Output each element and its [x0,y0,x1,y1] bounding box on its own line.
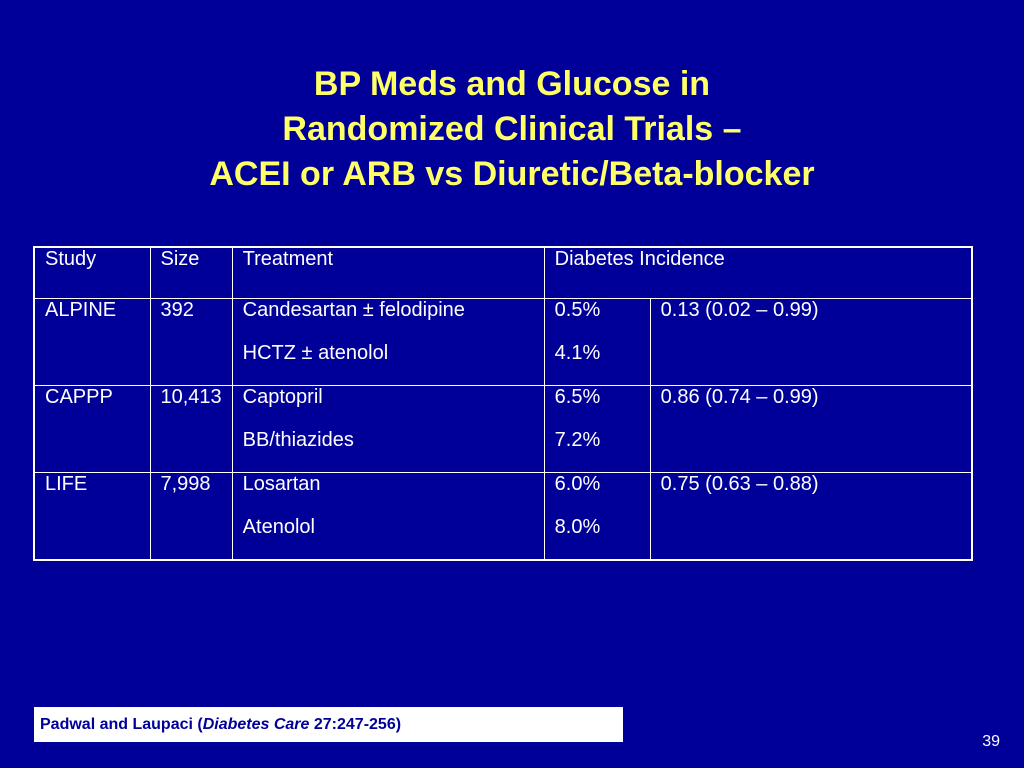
size-cell: 392 [149,297,233,386]
table-row: CAPPP 10,413 Captopril BB/thiazides 6.5%… [33,384,973,473]
treatment-line: Captopril [242,385,323,408]
citation-prefix: Padwal and Laupaci ( [40,716,203,733]
treatment-line: HCTZ ± atenolol [242,341,389,364]
citation-box: Padwal and Laupaci (Diabetes Care 27:247… [34,707,623,742]
study-cell: CAPPP [33,384,151,473]
treatment-cell: Candesartan ± felodipine HCTZ ± atenolol [231,297,545,386]
header-size: Size [149,246,233,299]
table-header-row: Study Size Treatment Diabetes Incidence [33,246,973,299]
ratio-cell: 0.13 (0.02 – 0.99) [649,297,973,386]
treatment-line: Candesartan ± felodipine [242,298,465,321]
ratio-cell: 0.86 (0.74 – 0.99) [649,384,973,473]
study-cell: ALPINE [33,297,151,386]
table-row: LIFE 7,998 Losartan Atenolol 6.0% 8.0% 0… [33,471,973,560]
incidence-cell: 6.5% 7.2% [543,384,651,473]
incidence-value: 8.0% [554,515,601,538]
trials-table: Study Size Treatment Diabetes Incidence … [33,246,973,561]
study-cell: LIFE [33,471,151,560]
incidence-value: 4.1% [554,341,601,364]
incidence-value: 7.2% [554,428,601,451]
incidence-value: 6.0% [554,472,601,495]
treatment-line: BB/thiazides [242,428,354,451]
title-line-1: BP Meds and Glucose in [313,65,711,103]
treatment-line: Atenolol [242,515,315,538]
incidence-cell: 0.5% 4.1% [543,297,651,386]
citation-journal: Diabetes Care [202,716,310,733]
slide-title: BP Meds and Glucose in Randomized Clinic… [0,62,1024,197]
treatment-cell: Captopril BB/thiazides [231,384,545,473]
ratio-cell: 0.75 (0.63 – 0.88) [649,471,973,560]
incidence-value: 0.5% [554,298,601,321]
incidence-cell: 6.0% 8.0% [543,471,651,560]
page-number: 39 [982,733,1000,750]
header-diabetes-incidence: Diabetes Incidence [543,246,973,299]
title-line-2: Randomized Clinical Trials – [282,110,742,148]
header-study: Study [33,246,151,299]
title-line-3: ACEI or ARB vs Diuretic/Beta-blocker [209,155,815,193]
citation-suffix: 27:247-256) [309,716,402,733]
treatment-cell: Losartan Atenolol [231,471,545,560]
size-cell: 10,413 [149,384,233,473]
table-row: ALPINE 392 Candesartan ± felodipine HCTZ… [33,297,973,386]
treatment-line: Losartan [242,472,321,495]
incidence-value: 6.5% [554,385,601,408]
header-treatment: Treatment [231,246,545,299]
size-cell: 7,998 [149,471,233,560]
